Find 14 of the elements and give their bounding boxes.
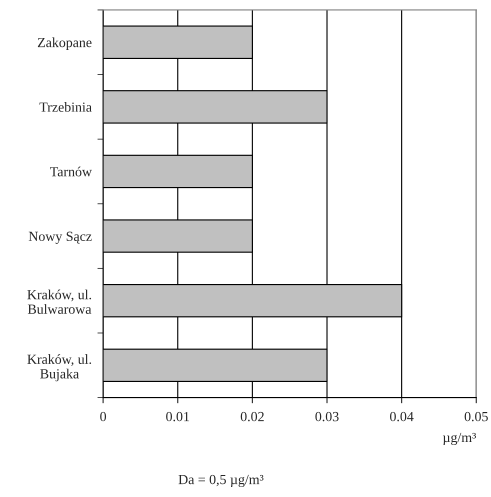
x-tick-label: 0.02 xyxy=(240,412,264,422)
y-tick-label: Nowy Sącz xyxy=(28,232,92,244)
x-tick-label: 0.05 xyxy=(464,412,488,422)
y-tick-label: Kraków, ul. Bujaka xyxy=(27,354,92,382)
y-tick-label: Zakopane xyxy=(38,37,92,50)
x-tick-label: 0.01 xyxy=(166,412,190,422)
y-tick-label: Trzebinia xyxy=(40,102,92,112)
y-tick-label: Tarnów xyxy=(50,166,92,176)
x-axis-title: µg/m³ xyxy=(442,432,476,446)
text: Da = 0,5 µg/m³ xyxy=(178,474,264,488)
y-tick-label: Kraków, ul. Bulwarowa xyxy=(27,290,92,314)
x-tick-label: 0.04 xyxy=(390,412,414,422)
x-tick-label: 0 xyxy=(100,412,106,422)
x-tick-label: 0.03 xyxy=(315,412,339,422)
